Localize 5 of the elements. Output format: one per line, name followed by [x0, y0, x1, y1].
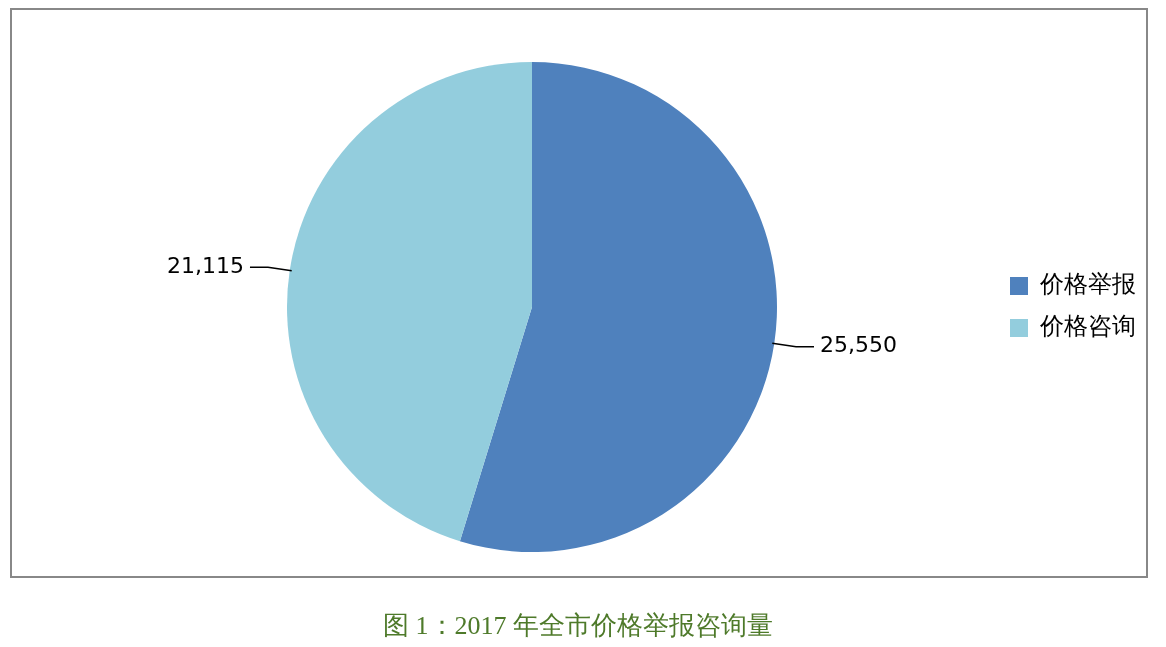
- legend-label: 价格咨询: [1039, 312, 1136, 341]
- data-label: 25,550: [820, 332, 898, 358]
- legend-label: 价格举报: [1039, 270, 1136, 299]
- data-label: 21,115: [166, 253, 244, 279]
- text: 图 1：2017 年全市价格举报咨询量: [382, 610, 774, 642]
